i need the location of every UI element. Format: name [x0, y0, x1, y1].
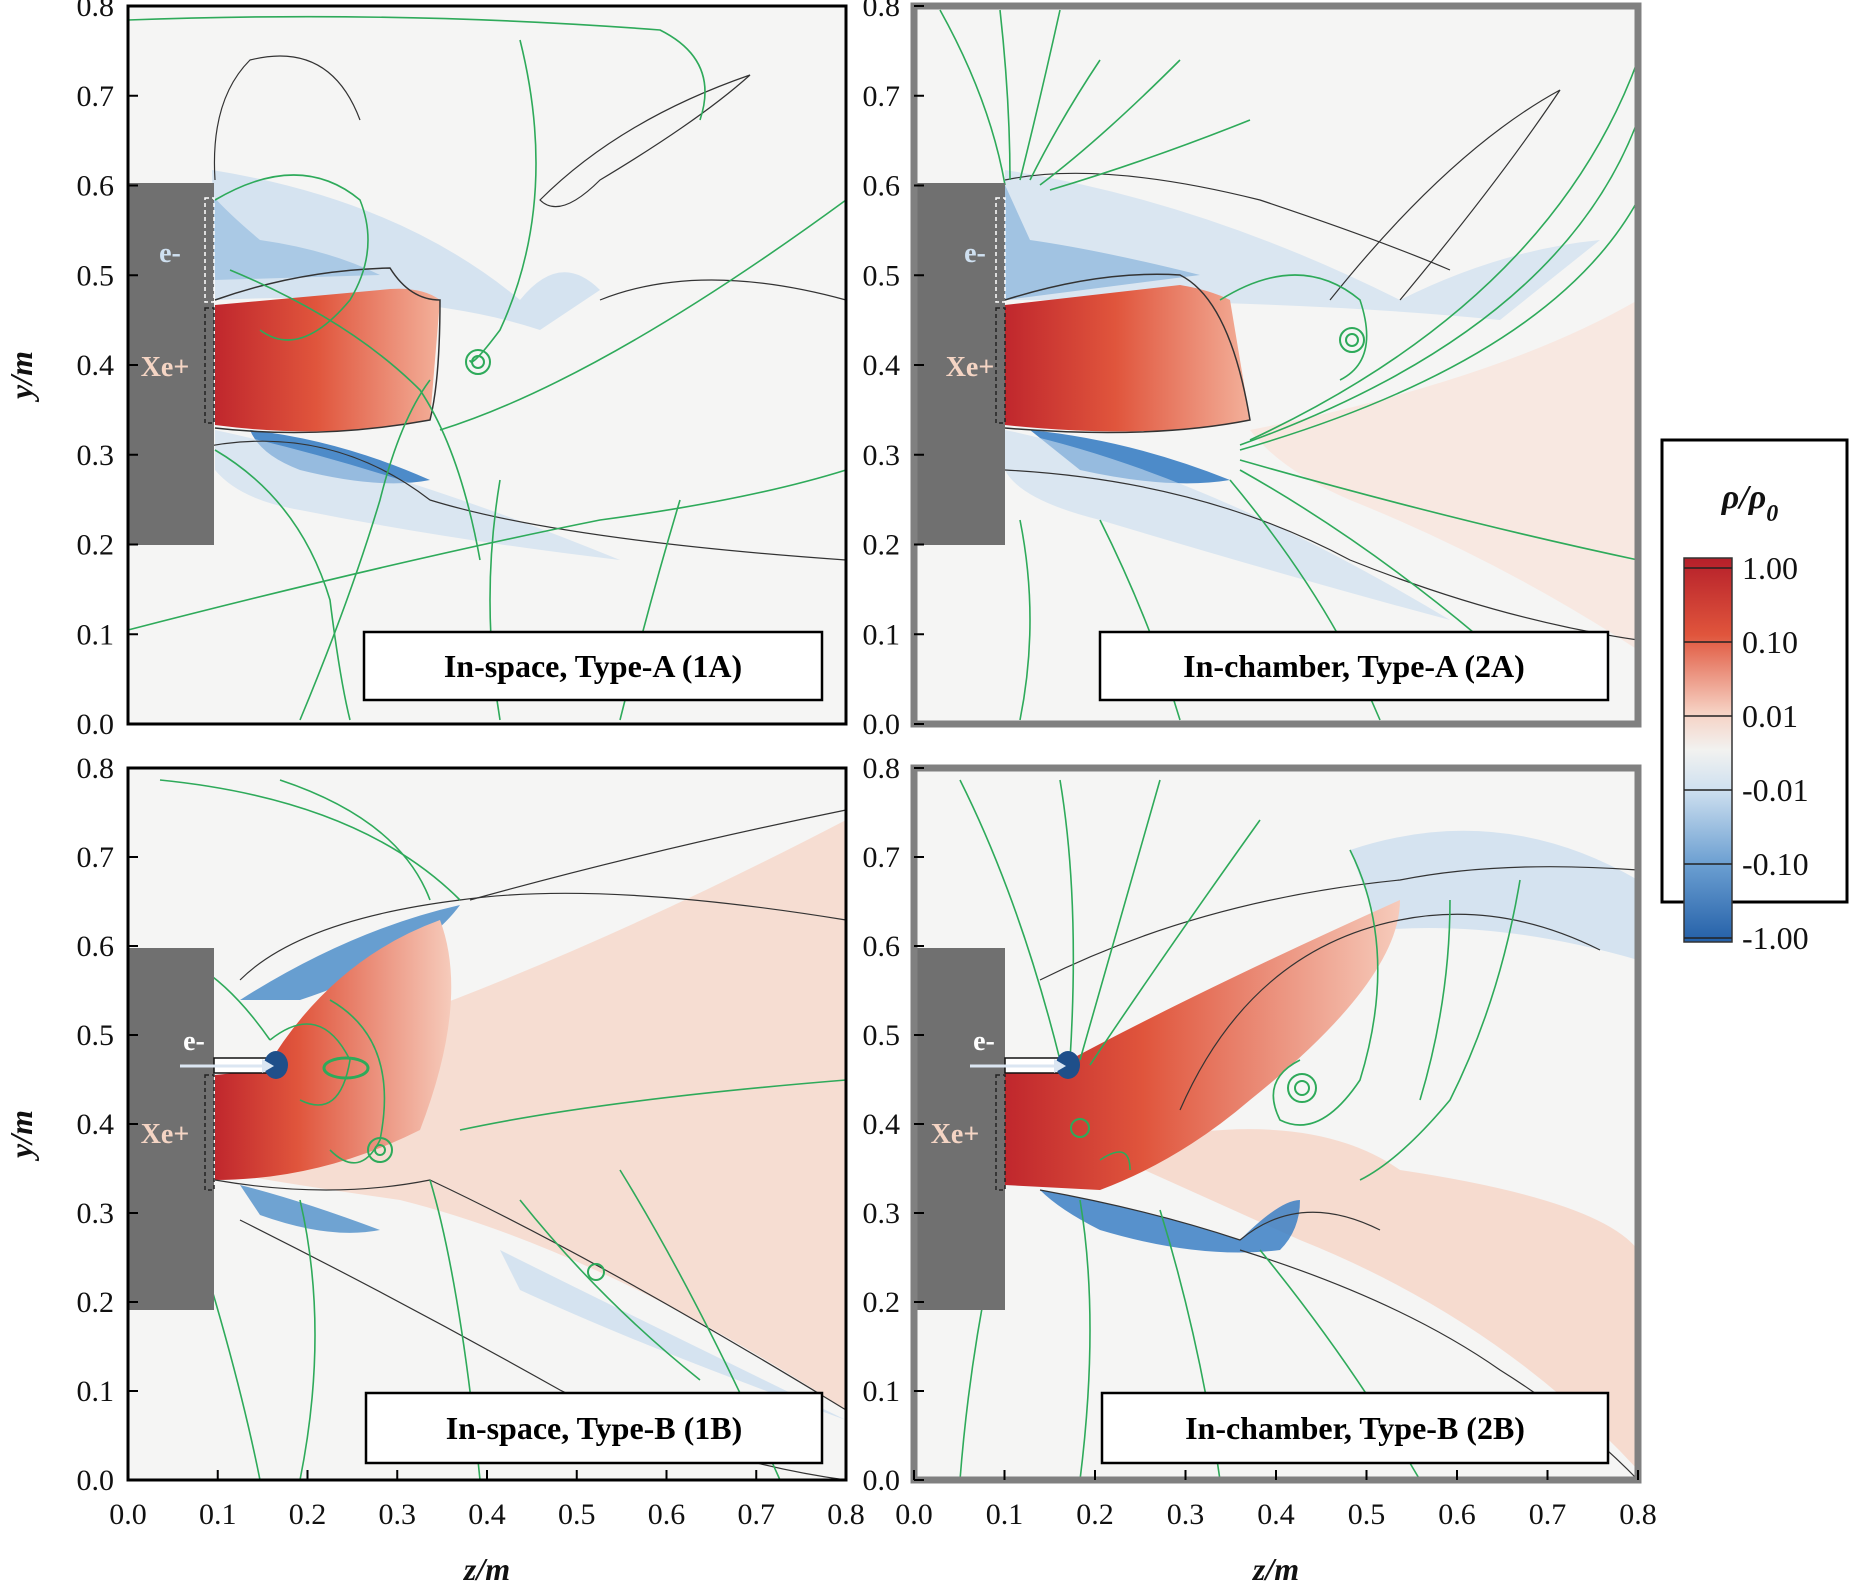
y-tick-label: 0.0: [863, 708, 901, 741]
y-tick-label: 0.4: [863, 349, 901, 382]
y-tick-label: 0.0: [863, 1464, 901, 1497]
colorbar-title: ρ/ρ0: [1721, 479, 1778, 527]
thruster-wall: [914, 183, 1005, 545]
x-axis-label: z/m: [463, 1551, 510, 1587]
colorbar: ρ/ρ0 1.00 0.10 0.01 -0.01 -0.10 -1.00: [1660, 438, 1849, 956]
y-tick-label: 0.0: [77, 708, 115, 741]
ion-label: Xe+: [141, 1119, 190, 1150]
y-tick-label: 0.8: [77, 0, 115, 23]
colorbar-tick-label: 0.10: [1742, 624, 1798, 660]
panel-label-box: [362, 630, 824, 702]
y-axis-label: y/m: [3, 1110, 39, 1162]
x-tick-label: 0.2: [289, 1498, 327, 1531]
x-tick-label: 0.4: [468, 1498, 506, 1531]
y-tick-label: 0.0: [77, 1464, 115, 1497]
y-tick-label: 0.1: [77, 1375, 115, 1408]
ion-label: Xe+: [141, 352, 190, 383]
panel-2B: e- Xe+ In-chamber, Type-B (2B): [910, 764, 1642, 1484]
x-tick-label: 0.7: [1529, 1498, 1567, 1531]
x-tick-label: 0.8: [1619, 1498, 1657, 1531]
electron-label: e-: [183, 1026, 205, 1057]
x-tick-label: 0.1: [199, 1498, 237, 1531]
thruster-wall: [128, 183, 214, 545]
y-tick-label: 0.8: [77, 752, 115, 785]
axes: 0.00.10.20.30.40.50.60.70.80.00.10.20.30…: [3, 0, 1657, 1587]
electron-label: e-: [964, 238, 986, 269]
y-tick-label: 0.3: [863, 439, 901, 472]
colorbar-gradient: [1683, 557, 1733, 943]
y-tick-label: 0.6: [863, 170, 901, 203]
thruster-wall: [914, 948, 1005, 1310]
y-tick-label: 0.1: [77, 618, 115, 651]
y-tick-label: 0.1: [863, 618, 901, 651]
y-tick-label: 0.4: [77, 1108, 115, 1141]
y-tick-label: 0.2: [863, 1286, 901, 1319]
colorbar-tick-label: 1.00: [1742, 550, 1798, 586]
x-tick-label: 0.5: [558, 1498, 596, 1531]
y-tick-label: 0.5: [77, 1019, 115, 1052]
x-tick-label: 0.3: [379, 1498, 417, 1531]
colorbar-tick-label: -0.10: [1742, 846, 1809, 882]
panel-label: In-space, Type-B (1B): [446, 1410, 743, 1446]
y-tick-label: 0.8: [863, 752, 901, 785]
x-tick-label: 0.2: [1076, 1498, 1114, 1531]
x-tick-label: 0.0: [895, 1498, 933, 1531]
x-axis-label: z/m: [1252, 1551, 1299, 1587]
y-tick-label: 0.5: [863, 259, 901, 292]
y-tick-label: 0.5: [77, 259, 115, 292]
y-tick-label: 0.5: [863, 1019, 901, 1052]
y-tick-label: 0.7: [77, 80, 115, 113]
colorbar-tick-label: -1.00: [1742, 920, 1809, 956]
electron-label: e-: [973, 1026, 995, 1057]
y-tick-label: 0.3: [863, 1197, 901, 1230]
x-tick-label: 0.7: [738, 1498, 776, 1531]
y-tick-label: 0.3: [77, 1197, 115, 1230]
y-tick-label: 0.4: [863, 1108, 901, 1141]
y-tick-label: 0.3: [77, 439, 115, 472]
x-tick-label: 0.6: [1438, 1498, 1476, 1531]
ion-label: Xe+: [946, 352, 995, 383]
y-tick-label: 0.2: [77, 1286, 115, 1319]
y-tick-label: 0.7: [863, 80, 901, 113]
ion-label: Xe+: [931, 1119, 980, 1150]
y-axis-label: y/m: [3, 351, 39, 403]
y-tick-label: 0.6: [77, 930, 115, 963]
electron-label: e-: [159, 238, 181, 269]
x-tick-label: 0.4: [1257, 1498, 1295, 1531]
x-tick-label: 0.8: [827, 1498, 865, 1531]
x-tick-label: 0.5: [1348, 1498, 1386, 1531]
panel-1A: e- Xe+ In-space, Type-A (1A): [126, 4, 848, 726]
x-tick-label: 0.1: [986, 1498, 1024, 1531]
y-tick-label: 0.1: [863, 1375, 901, 1408]
panel-label-box: [1100, 1391, 1610, 1465]
panel-label-box: [1098, 630, 1610, 702]
thruster-wall: [128, 948, 214, 1310]
y-tick-label: 0.2: [863, 529, 901, 562]
y-tick-label: 0.4: [77, 349, 115, 382]
y-tick-label: 0.2: [77, 529, 115, 562]
x-tick-label: 0.0: [109, 1498, 147, 1531]
panel-label: In-space, Type-A (1A): [444, 648, 742, 684]
panel-label: In-chamber, Type-B (2B): [1185, 1410, 1525, 1446]
y-tick-label: 0.6: [77, 170, 115, 203]
x-tick-label: 0.6: [648, 1498, 686, 1531]
panel-2A: e- Xe+ In-chamber, Type-A (2A): [910, 2, 1642, 728]
x-tick-label: 0.3: [1167, 1498, 1205, 1531]
panel-label-box: [364, 1391, 824, 1465]
y-tick-label: 0.8: [863, 0, 901, 23]
colorbar-tick-label: -0.01: [1742, 772, 1809, 808]
panel-1B: e- Xe+ In-space, Type-B (1B): [126, 766, 848, 1482]
y-tick-label: 0.7: [863, 841, 901, 874]
colorbar-tick-label: 0.01: [1742, 698, 1798, 734]
y-tick-label: 0.7: [77, 841, 115, 874]
y-tick-label: 0.6: [863, 930, 901, 963]
panel-label: In-chamber, Type-A (2A): [1183, 648, 1525, 684]
